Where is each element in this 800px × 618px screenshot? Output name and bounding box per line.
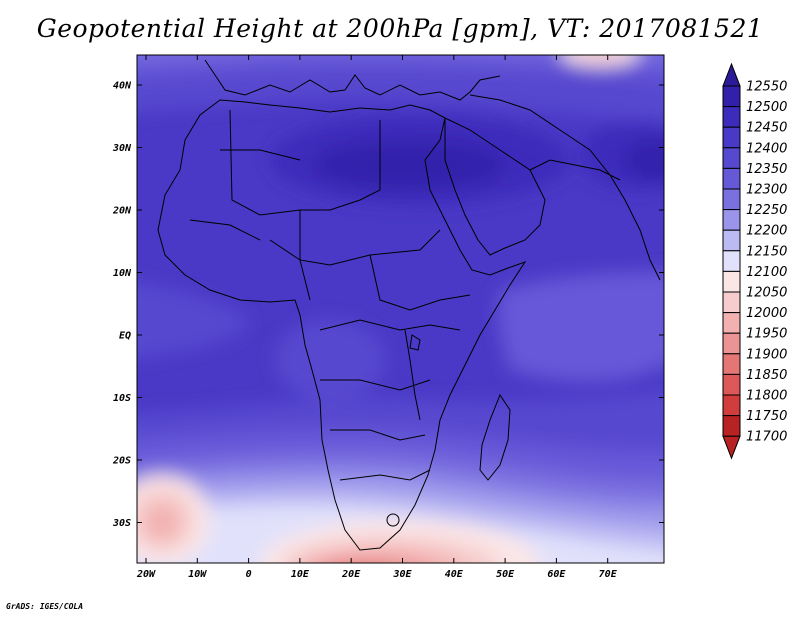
colorbar-label: 12000 xyxy=(746,306,787,321)
colorbar-swatch xyxy=(722,250,741,272)
colorbar-swatch xyxy=(722,106,741,128)
map-title: Geopotential Height at 200hPa [gpm], VT:… xyxy=(36,14,764,43)
colorbar-label: 12300 xyxy=(746,183,787,198)
longitude-axis: 20W 10W 0 10E 20E 30E 40E 50E 60E 70E xyxy=(136,55,618,580)
lon-label: 50E xyxy=(496,569,515,580)
colorbar-swatch xyxy=(722,85,741,108)
colorbar-swatch xyxy=(722,126,741,149)
lat-label: 10N xyxy=(113,268,132,279)
lon-label: 0 xyxy=(246,569,252,580)
colorbar-swatch xyxy=(722,353,741,375)
colorbar-swatch xyxy=(722,209,741,231)
lon-label: 20E xyxy=(341,569,361,580)
grads-credit: GrADS: IGES/COLA xyxy=(6,602,84,611)
colorbar-label: 12050 xyxy=(746,286,787,301)
colorbar-swatch xyxy=(722,147,741,169)
height-field xyxy=(137,55,664,563)
colorbar-label: 12450 xyxy=(746,121,787,136)
lat-label: 40N xyxy=(113,81,132,92)
plot-frame xyxy=(136,54,665,564)
lat-label: 30S xyxy=(112,518,131,529)
colorbar-label: 12550 xyxy=(746,80,787,95)
lat-label: 30N xyxy=(112,143,132,154)
colorbar-swatch xyxy=(722,394,741,417)
colorbar-label: 11850 xyxy=(746,368,787,383)
colorbar-arrow-bottom xyxy=(722,435,741,460)
lat-label: 20S xyxy=(112,456,131,467)
lat-label: 20N xyxy=(112,206,132,217)
colorbar-swatch xyxy=(722,332,741,355)
colorbar-label: 11800 xyxy=(746,389,787,404)
lon-label: 30E xyxy=(392,569,412,580)
colorbar-swatch xyxy=(722,373,741,396)
colorbar-swatch xyxy=(722,415,741,437)
colorbar-label: 11900 xyxy=(746,347,787,362)
colorbar: 12550 12500 12450 12400 12350 12300 12250 12200… xyxy=(722,62,787,460)
colorbar-label: 12400 xyxy=(746,141,787,156)
colorbar-label: 12350 xyxy=(746,162,787,177)
colorbar-label: 12500 xyxy=(746,100,787,115)
colorbar-label: 11750 xyxy=(746,409,787,424)
lon-label: 20W xyxy=(136,569,156,580)
colorbar-swatch xyxy=(722,291,741,314)
lon-label: 60E xyxy=(547,569,566,580)
lat-label: 10S xyxy=(113,393,131,404)
latitude-axis: 40N 30N 20N 10N EQ 10S 20S 30S xyxy=(112,81,664,529)
colorbar-swatch xyxy=(722,229,741,252)
colorbar-swatch xyxy=(722,270,741,293)
colorbar-label: 12100 xyxy=(746,265,787,280)
colorbar-label: 12200 xyxy=(746,224,787,239)
lon-label: 10E xyxy=(291,569,310,580)
colorbar-label: 11700 xyxy=(746,430,787,445)
colorbar-label: 12250 xyxy=(746,203,787,218)
lon-label: 70E xyxy=(599,569,618,580)
lon-label: 10W xyxy=(188,569,207,580)
lon-label: 40E xyxy=(445,569,464,580)
colorbar-label: 12150 xyxy=(746,244,787,259)
colorbar-swatch xyxy=(722,188,741,211)
coastlines xyxy=(157,59,661,551)
colorbar-arrow-top xyxy=(722,62,741,87)
colorbar-swatch xyxy=(722,312,741,334)
lat-label: EQ xyxy=(119,331,131,342)
colorbar-label: 11950 xyxy=(746,327,787,342)
colorbar-swatch xyxy=(722,167,741,190)
